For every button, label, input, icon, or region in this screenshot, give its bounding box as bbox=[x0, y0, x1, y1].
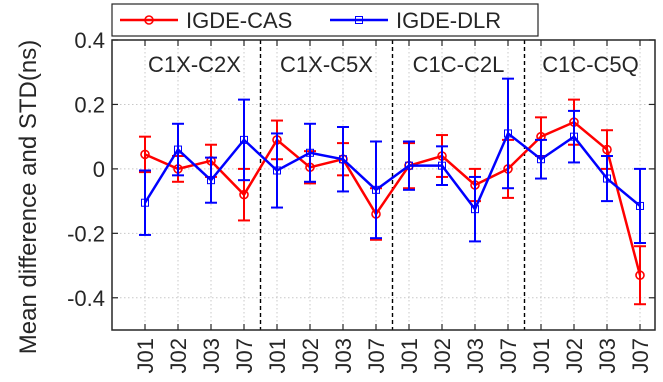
group-label: C1X-C5X bbox=[280, 52, 373, 77]
x-tick-label: J02 bbox=[166, 338, 191, 373]
x-tick-label: J07 bbox=[496, 338, 521, 373]
legend: IGDE-CAS IGDE-DLR bbox=[111, 3, 539, 37]
data-point bbox=[438, 161, 446, 170]
x-tick-label: J03 bbox=[331, 338, 356, 373]
group-labels: C1X-C2X C1X-C5X C1C-C2L C1C-C5Q bbox=[148, 52, 639, 77]
group-label: C1C-C2L bbox=[413, 52, 505, 77]
y-tick-label: -0.2 bbox=[67, 221, 105, 246]
x-tick-label: J03 bbox=[199, 338, 224, 373]
x-tick-label: J03 bbox=[595, 338, 620, 373]
series-igde-dlr bbox=[139, 77, 646, 244]
data-point bbox=[471, 205, 479, 214]
plot-frame bbox=[111, 39, 656, 331]
group-label: C1X-C2X bbox=[148, 52, 241, 77]
data-point bbox=[141, 198, 149, 207]
x-tick-label: J02 bbox=[562, 338, 587, 373]
group-dividers bbox=[259, 40, 526, 330]
y-axis-ticks: 0.4 0.2 0 -0.2 -0.4 bbox=[67, 28, 655, 311]
y-tick-label: 0.4 bbox=[74, 28, 105, 53]
x-tick-label: J01 bbox=[265, 338, 290, 373]
data-point bbox=[636, 201, 644, 210]
data-point bbox=[405, 161, 413, 170]
x-tick-label: J01 bbox=[133, 338, 158, 373]
group-label: C1C-C5Q bbox=[542, 52, 639, 77]
x-tick-label: J01 bbox=[529, 338, 554, 373]
y-tick-label: -0.4 bbox=[67, 286, 105, 311]
data-point bbox=[207, 176, 215, 185]
series-layer bbox=[139, 77, 646, 306]
data-point bbox=[339, 155, 347, 164]
x-tick-label: J07 bbox=[232, 338, 257, 373]
x-tick-label: J07 bbox=[364, 338, 389, 373]
x-tick-label: J03 bbox=[463, 338, 488, 373]
y-tick-label: 0 bbox=[93, 157, 105, 182]
data-point bbox=[174, 145, 182, 154]
data-point bbox=[537, 155, 545, 164]
series-line bbox=[143, 131, 641, 212]
data-point bbox=[306, 148, 314, 157]
legend-label: IGDE-DLR bbox=[396, 8, 501, 33]
data-point bbox=[372, 185, 380, 194]
data-point bbox=[273, 166, 281, 175]
legend-label: IGDE-CAS bbox=[186, 8, 292, 33]
legend-box bbox=[111, 3, 539, 37]
legend-marker bbox=[144, 15, 154, 25]
series-line bbox=[144, 120, 642, 276]
x-tick-label: J01 bbox=[397, 338, 422, 373]
legend-marker bbox=[355, 16, 363, 24]
data-point bbox=[602, 144, 612, 155]
data-point bbox=[140, 149, 150, 160]
x-tick-label: J02 bbox=[298, 338, 323, 373]
data-point bbox=[603, 174, 611, 183]
y-axis-label: Mean difference and STD(ns) bbox=[15, 40, 42, 354]
data-point bbox=[240, 135, 248, 144]
data-point bbox=[570, 132, 578, 141]
data-point bbox=[504, 129, 512, 138]
y-tick-label: 0.2 bbox=[74, 92, 105, 117]
data-point bbox=[635, 270, 645, 281]
data-point bbox=[239, 189, 249, 200]
x-tick-label: J07 bbox=[628, 338, 653, 373]
x-axis-ticks: J01 J02 J03 J07 J01 J02 J03 J07 J01 J02 J03 J07 J01 J… bbox=[133, 40, 653, 373]
x-tick-label: J02 bbox=[430, 338, 455, 373]
